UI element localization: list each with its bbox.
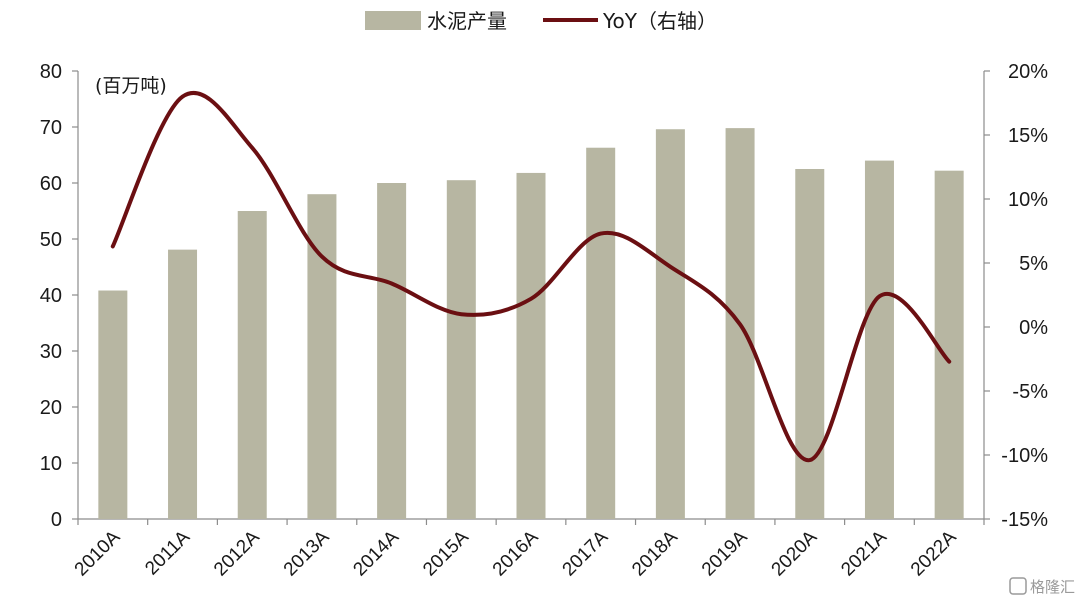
bar-2018A: [655, 129, 685, 520]
bar-2014A: [377, 183, 407, 519]
right-axis-tick-label: -5%: [1012, 381, 1048, 403]
legend-label-production: 水泥产量: [427, 9, 507, 33]
legend-label-yoy: YoY（右轴）: [602, 9, 717, 33]
left-axis-tick-label: 50: [40, 229, 62, 251]
left-axis-tick-label: 70: [40, 117, 62, 139]
x-axis-tick-label: 2018A: [628, 526, 682, 580]
right-axis-tick-label: 15%: [1008, 125, 1048, 147]
right-axis-tick-label: -10%: [1001, 445, 1048, 467]
left-axis-tick-label: 30: [40, 341, 62, 363]
right-axis-tick-label: -15%: [1001, 509, 1048, 531]
x-axis-tick-label: 2010A: [71, 526, 125, 580]
bar-series: [98, 128, 964, 520]
left-axis-tick-label: 20: [40, 397, 62, 419]
x-axis-tick-label: 2011A: [141, 526, 194, 579]
x-axis-tick-label: 2015A: [419, 526, 473, 580]
axes: 0 10 20 30 40 50 60 70 80 -15% -10% -5% 0% 5% 10% 15% 20…: [40, 61, 1048, 531]
bar-2011A: [168, 249, 198, 519]
bar-2010A: [98, 290, 128, 519]
legend: 水泥产量 YoY（右轴）: [365, 9, 717, 33]
bar-2016A: [516, 172, 546, 520]
right-axis-tick-label: 0%: [1019, 317, 1048, 339]
watermark-text: 格隆汇: [1030, 578, 1075, 596]
bar-2012A: [237, 211, 267, 519]
x-axis-tick-label: 2013A: [280, 526, 334, 580]
left-axis-tick-label: 0: [51, 509, 62, 531]
x-axis-tick-label: 2017A: [559, 526, 613, 580]
watermark-logo-icon: [1009, 577, 1027, 595]
left-axis-tick-label: 10: [40, 453, 62, 475]
left-axis-tick-label: 60: [40, 173, 62, 195]
bar-2017A: [586, 147, 616, 519]
x-axis-tick-label: 2014A: [349, 526, 403, 580]
x-axis-tick-label: 2021A: [837, 526, 891, 580]
bar-2022A: [934, 170, 964, 519]
bar-2021A: [864, 160, 894, 519]
x-axis-tick-label: 2019A: [698, 526, 752, 580]
x-axis-tick-label: 2012A: [210, 526, 264, 580]
watermark: 格隆汇: [1009, 577, 1075, 596]
right-axis-tick-label: 10%: [1008, 189, 1048, 211]
left-axis-unit: (百万吨): [95, 75, 167, 97]
legend-swatch-production: [365, 11, 421, 30]
bar-2015A: [446, 180, 476, 519]
bar-2020A: [795, 169, 825, 519]
x-axis-tick-label: 2016A: [489, 526, 543, 580]
x-axis-tick-labels: 2010A 2011A 2012A 2013A 2014A 2015A 2016A 2017A…: [71, 526, 961, 580]
line-series: [110, 90, 952, 463]
left-axis-tick-label: 40: [40, 285, 62, 307]
x-axis-tick-label: 2020A: [768, 526, 822, 580]
x-axis-tick-label: 2022A: [907, 526, 961, 580]
left-axis-tick-label: 80: [40, 61, 62, 83]
right-axis-tick-label: 5%: [1019, 253, 1048, 275]
right-axis-tick-label: 20%: [1008, 61, 1048, 83]
yoy-line: [110, 90, 952, 463]
